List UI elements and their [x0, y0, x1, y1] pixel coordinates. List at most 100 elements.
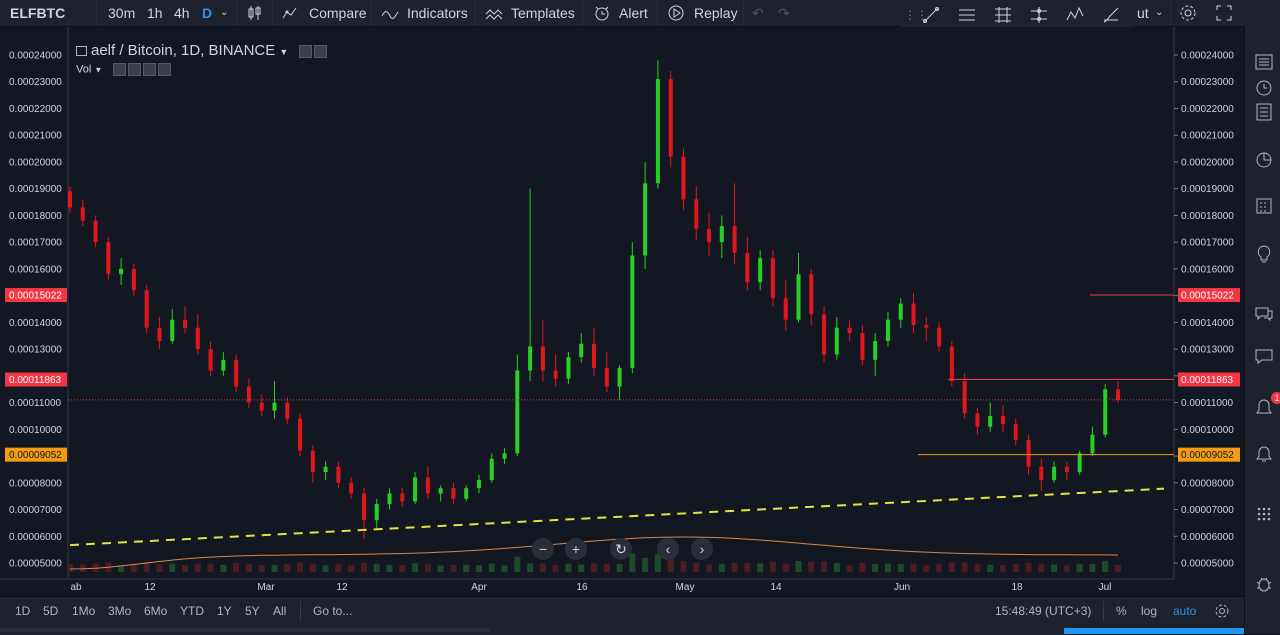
- goto-date-button[interactable]: Go to...: [313, 604, 353, 618]
- compare-icon[interactable]: [281, 4, 299, 22]
- keypad-icon[interactable]: [1254, 504, 1274, 524]
- trend-line-tool-icon[interactable]: [922, 6, 940, 24]
- volume-bar: [79, 564, 86, 572]
- left-price-tick-label: 0.00020000: [9, 157, 62, 168]
- interval-4h[interactable]: 4h: [174, 5, 190, 21]
- brush-tool-icon[interactable]: [1102, 6, 1120, 24]
- scroll-left-button[interactable]: ‹: [657, 538, 679, 560]
- volume-bar: [578, 564, 585, 572]
- templates-icon[interactable]: [485, 4, 503, 22]
- range-1d[interactable]: 1D: [15, 604, 31, 618]
- clock-timezone[interactable]: 15:48:49 (UTC+3): [995, 604, 1092, 618]
- range-3mo[interactable]: 3Mo: [108, 604, 132, 618]
- legend-dropdown-icon[interactable]: ▼: [279, 47, 289, 57]
- range-ytd[interactable]: YTD: [180, 604, 204, 618]
- volume-hide-icon[interactable]: [113, 63, 127, 76]
- symbol-search[interactable]: ELFBTC: [10, 5, 66, 21]
- log-scale-toggle[interactable]: log: [1141, 604, 1158, 618]
- candle-body: [668, 79, 673, 157]
- gear-icon[interactable]: [1179, 4, 1197, 22]
- volume-bar: [782, 563, 789, 572]
- horizontal-lines-tool-icon[interactable]: [958, 6, 976, 24]
- candle-body: [272, 402, 277, 411]
- layout-button[interactable]: ut: [1137, 5, 1149, 21]
- volume-add-icon[interactable]: [143, 63, 157, 76]
- interval-dropdown-icon[interactable]: ⌄: [220, 7, 229, 18]
- divider: [1103, 601, 1104, 621]
- watchlist-icon[interactable]: [1254, 52, 1274, 72]
- bell-icon[interactable]: [1254, 444, 1274, 464]
- indicators-button[interactable]: Indicators: [407, 5, 468, 21]
- chat-icon[interactable]: [1254, 304, 1274, 324]
- volume-settings-icon[interactable]: [128, 63, 142, 76]
- zoom-in-button[interactable]: +: [565, 538, 587, 560]
- price-axis-left[interactable]: 0.00024000 0.00023000 0.00022000 0.00021000…: [5, 51, 67, 570]
- volume-bar: [156, 564, 163, 572]
- interval-d[interactable]: D: [202, 5, 213, 21]
- range-5y[interactable]: 5Y: [245, 604, 260, 618]
- collapse-legend-icon[interactable]: [76, 46, 87, 57]
- range-1mo[interactable]: 1Mo: [72, 604, 96, 618]
- volume-bar: [143, 561, 150, 572]
- volume-bar: [693, 562, 700, 572]
- range-6mo[interactable]: 6Mo: [144, 604, 168, 618]
- volume-remove-icon[interactable]: [158, 63, 172, 76]
- reset-chart-button[interactable]: ↻: [610, 538, 632, 560]
- replay-icon[interactable]: [667, 4, 685, 22]
- data-window-icon[interactable]: [1254, 102, 1274, 122]
- pattern-tool-icon[interactable]: [1066, 6, 1084, 24]
- price-tick-label: 0.00023000: [1181, 77, 1234, 88]
- replay-button[interactable]: Replay: [694, 5, 738, 21]
- volume-bar: [475, 565, 482, 572]
- trendline[interactable]: [69, 487, 1165, 547]
- alert-clock-icon[interactable]: [593, 4, 611, 22]
- scroll-right-button[interactable]: ›: [691, 538, 713, 560]
- legend-hide-icon[interactable]: [313, 44, 327, 58]
- price-chart[interactable]: 0.00024000 0.00023000 0.00022000 0.00021000…: [0, 27, 1244, 595]
- interval-1h[interactable]: 1h: [147, 5, 163, 21]
- range-5d[interactable]: 5D: [43, 604, 59, 618]
- fib-tool-icon[interactable]: [994, 6, 1012, 24]
- candle-body: [502, 453, 507, 459]
- left-price-tick-label: 0.00014000: [9, 318, 62, 329]
- bug-report-icon[interactable]: [1254, 574, 1274, 594]
- range-1y[interactable]: 1Y: [217, 604, 232, 618]
- range-all[interactable]: All: [273, 604, 287, 618]
- layout-dropdown-icon[interactable]: ⌄: [1155, 7, 1164, 18]
- volume-bar: [399, 565, 406, 572]
- alert-button[interactable]: Alert: [619, 5, 648, 21]
- candles-style-icon[interactable]: [246, 4, 264, 22]
- interval-30m[interactable]: 30m: [108, 5, 136, 21]
- messages-icon[interactable]: [1254, 346, 1274, 366]
- fullscreen-icon[interactable]: [1215, 4, 1233, 22]
- alerts-clock-icon[interactable]: [1254, 77, 1274, 97]
- percent-scale-toggle[interactable]: %: [1116, 604, 1127, 618]
- templates-button[interactable]: Templates: [511, 5, 575, 21]
- ideas-bulb-icon[interactable]: [1254, 244, 1274, 264]
- redo-icon[interactable]: ↷: [778, 5, 790, 21]
- zoom-out-button[interactable]: −: [532, 538, 554, 560]
- notifications-icon[interactable]: [1254, 398, 1274, 418]
- hotlist-icon[interactable]: [1254, 150, 1274, 170]
- auto-scale-toggle[interactable]: auto: [1173, 604, 1197, 618]
- chart-settings-gear-icon[interactable]: [1214, 603, 1230, 619]
- price-axis-right[interactable]: 0.00024000 0.00023000 0.00022000 0.00021000…: [1174, 51, 1240, 570]
- volume-dropdown-icon[interactable]: ▼: [94, 65, 103, 75]
- indicators-icon[interactable]: [381, 4, 399, 22]
- volume-label[interactable]: Vol: [76, 63, 92, 76]
- left-resistance-price-tag-bg: [5, 288, 67, 303]
- candle-body: [988, 415, 993, 427]
- yellow-trendline[interactable]: [69, 487, 1165, 547]
- compare-button[interactable]: Compare: [309, 5, 367, 21]
- legend-settings-icon[interactable]: [298, 44, 312, 58]
- horizontal-lines[interactable]: [68, 294, 1174, 456]
- legend-title[interactable]: aelf / Bitcoin, 1D, BINANCE: [91, 42, 276, 59]
- gann-tool-icon[interactable]: [1030, 6, 1048, 24]
- time-axis[interactable]: ab 12 Mar 12 Apr 16 May 14 Jun 18 Jul: [70, 582, 1111, 593]
- undo-icon[interactable]: ↶: [752, 5, 764, 21]
- calendar-icon[interactable]: [1254, 196, 1274, 216]
- chart-area[interactable]: 0.00024000 0.00023000 0.00022000 0.00021000…: [0, 27, 1244, 595]
- left-mid-price-tag: 0.00011863: [9, 375, 62, 386]
- drag-handle-icon[interactable]: ⋮⋮: [904, 8, 928, 22]
- volume-bar: [539, 563, 546, 572]
